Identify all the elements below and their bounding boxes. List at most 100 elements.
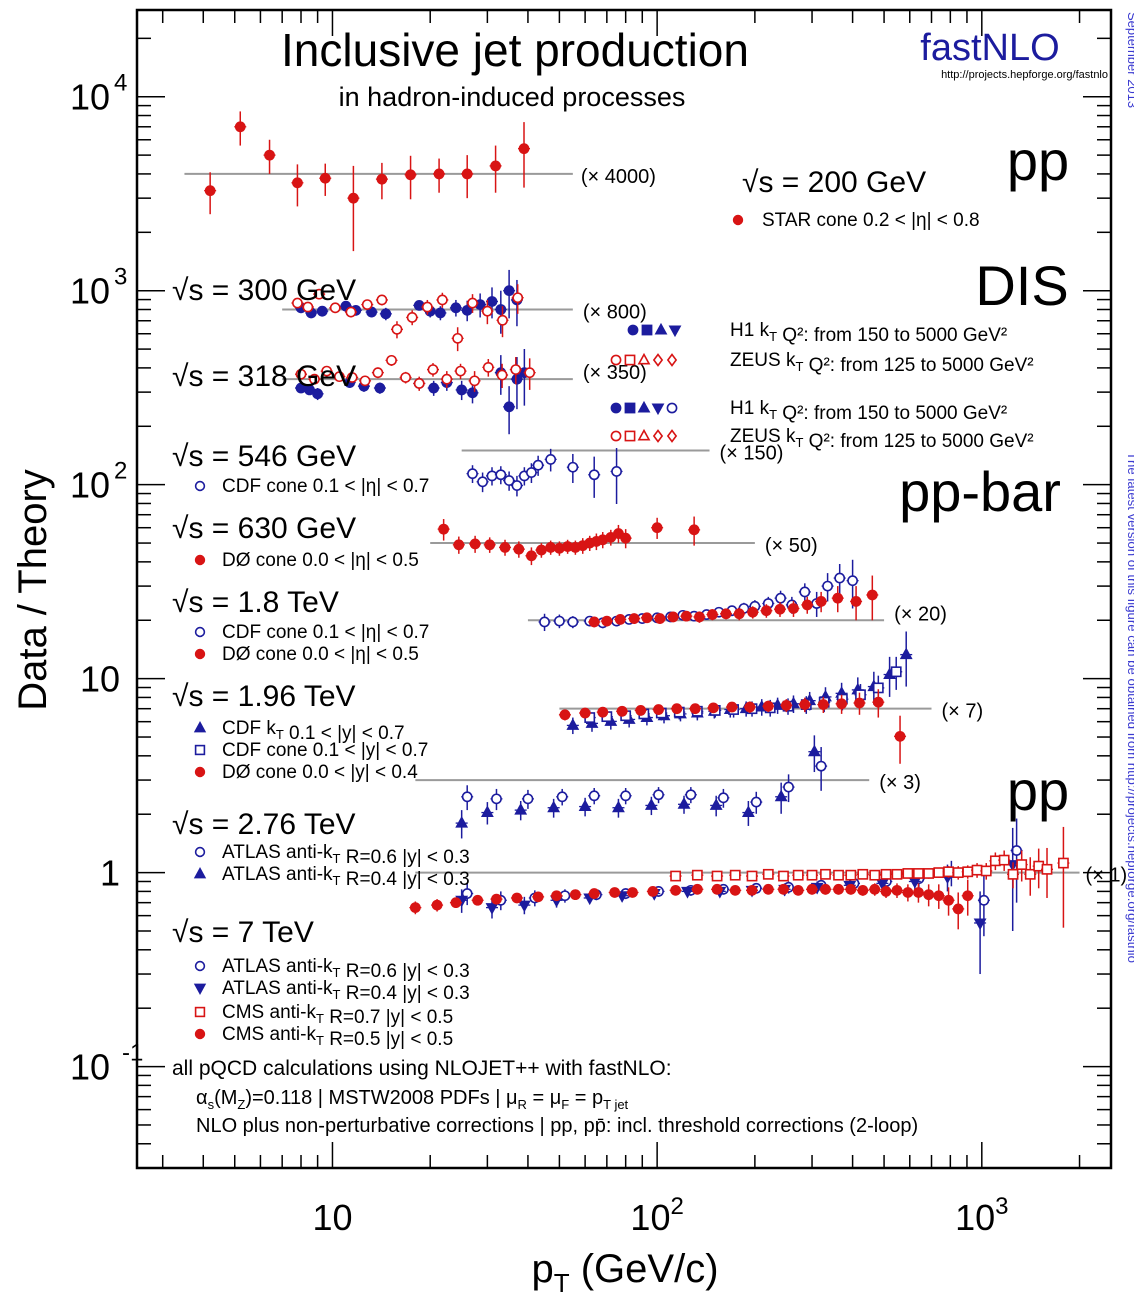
data-point: [890, 666, 902, 678]
data-point: [264, 149, 275, 161]
legend-marker: [652, 353, 664, 367]
data-point: [588, 469, 600, 481]
data-point: [467, 468, 478, 480]
legend-text-part: H1 k: [730, 398, 770, 419]
data-point: [526, 550, 537, 562]
legend-text-part: R=0.4 |y| < 0.3: [340, 869, 469, 890]
energy-label: √s = 7 TeV: [172, 916, 314, 949]
data-point: [667, 611, 679, 623]
y-axis-label: Data / Theory: [11, 469, 55, 711]
data-point: [902, 887, 914, 898]
data-point: [872, 696, 884, 708]
footer-line-3: NLO plus non-perturbative corrections | …: [196, 1115, 918, 1137]
fastnlo-logo: fastNLO: [920, 27, 1059, 69]
data-point: [436, 294, 448, 306]
data-point: [495, 469, 507, 481]
scale-factor-label: (× 3): [879, 772, 921, 794]
data-point: [815, 760, 827, 772]
data-point: [406, 312, 418, 323]
legend-marker: [624, 354, 636, 366]
data-point: [980, 865, 992, 877]
legend: √s = 200 GeV STAR cone 0.2 < |η| < 0.8 √s …: [172, 166, 1034, 1050]
data-point: [627, 887, 638, 898]
data-point: [467, 297, 478, 309]
data-point: [933, 890, 945, 902]
data-point: [801, 599, 813, 611]
data-point: [535, 544, 547, 556]
data-point: [933, 867, 945, 879]
legend-marker: [194, 1006, 206, 1018]
data-point: [788, 603, 799, 614]
legend-label: H1 kT Q²: from 150 to 5000 GeV²: [730, 320, 1007, 346]
data-point: [547, 800, 561, 813]
data-point: [620, 532, 632, 544]
data-point: [923, 889, 935, 901]
data-point: [559, 709, 571, 721]
x-axis-label: pT (GeV/c): [531, 1247, 718, 1298]
data-point: [746, 884, 758, 896]
data-point: [971, 864, 983, 876]
legend-marker: [194, 960, 206, 972]
data-point: [726, 701, 738, 713]
data-point: [455, 815, 469, 828]
data-point: [376, 294, 388, 306]
legend-marker: [666, 429, 678, 443]
legend-marker: [732, 214, 744, 226]
data-point: [783, 781, 794, 793]
data-point: [978, 894, 990, 906]
scale-factor-label: (× 350): [583, 362, 647, 384]
data-point: [588, 616, 600, 628]
data-point: [450, 897, 462, 909]
data-point: [746, 870, 758, 882]
data-point: [685, 789, 697, 801]
data-point: [733, 608, 745, 620]
process-label-pp-lhc: pp: [1007, 759, 1069, 822]
data-point: [815, 596, 827, 607]
data-point: [1007, 868, 1019, 880]
plot-frame: [135, 8, 1113, 1170]
data-point: [347, 192, 359, 204]
legend-label: ZEUS kT Q²: from 125 to 5000 GeV²: [730, 426, 1034, 452]
process-label-dis: DIS: [975, 254, 1068, 317]
legend-marker: [194, 846, 206, 858]
data-point: [902, 868, 914, 879]
legend-label: CDF cone 0.1 < |η| < 0.7: [222, 476, 429, 497]
legend-marker: [194, 1028, 206, 1040]
data-point: [670, 884, 682, 896]
legend-text-part: T: [769, 329, 777, 344]
data-point: [691, 869, 703, 881]
legend-label: ATLAS anti-kT R=0.4 |y| < 0.3: [222, 978, 470, 1004]
data-point: [670, 870, 682, 882]
data-point: [952, 867, 964, 879]
data-point: [346, 372, 358, 383]
data-point: [513, 543, 525, 555]
legend-label: ATLAS anti-kT R=0.4 |y| < 0.3: [222, 864, 470, 890]
legend-text-part: ZEUS k: [730, 350, 796, 371]
data-point: [762, 883, 774, 895]
legend-label: CDF cone 0.1 < |y| < 0.7: [222, 740, 428, 761]
data-point: [744, 701, 756, 713]
legend-text-part: CDF k: [222, 718, 276, 739]
data-point: [943, 866, 954, 878]
legend-marker: [193, 983, 207, 995]
data-point: [514, 802, 528, 815]
data-point: [539, 616, 550, 628]
data-point: [292, 297, 303, 309]
data-point: [962, 866, 974, 878]
data-point: [806, 869, 818, 881]
process-label-ppbar: pp-bar: [899, 460, 1061, 523]
data-point: [817, 699, 829, 710]
data-point: [774, 789, 788, 802]
data-point: [762, 700, 774, 712]
legend-text-part: R=0.4 |y| < 0.3: [340, 983, 469, 1004]
data-point: [567, 616, 579, 628]
data-point: [707, 609, 718, 620]
data-point: [376, 173, 388, 185]
energy-label: √s = 300 GeV: [172, 274, 356, 307]
data-point: [688, 524, 700, 536]
data-point: [569, 889, 581, 901]
data-point: [510, 364, 522, 375]
data-point: [579, 707, 591, 719]
data-point: [611, 466, 622, 477]
y-tick-exponent: 3: [114, 264, 127, 291]
